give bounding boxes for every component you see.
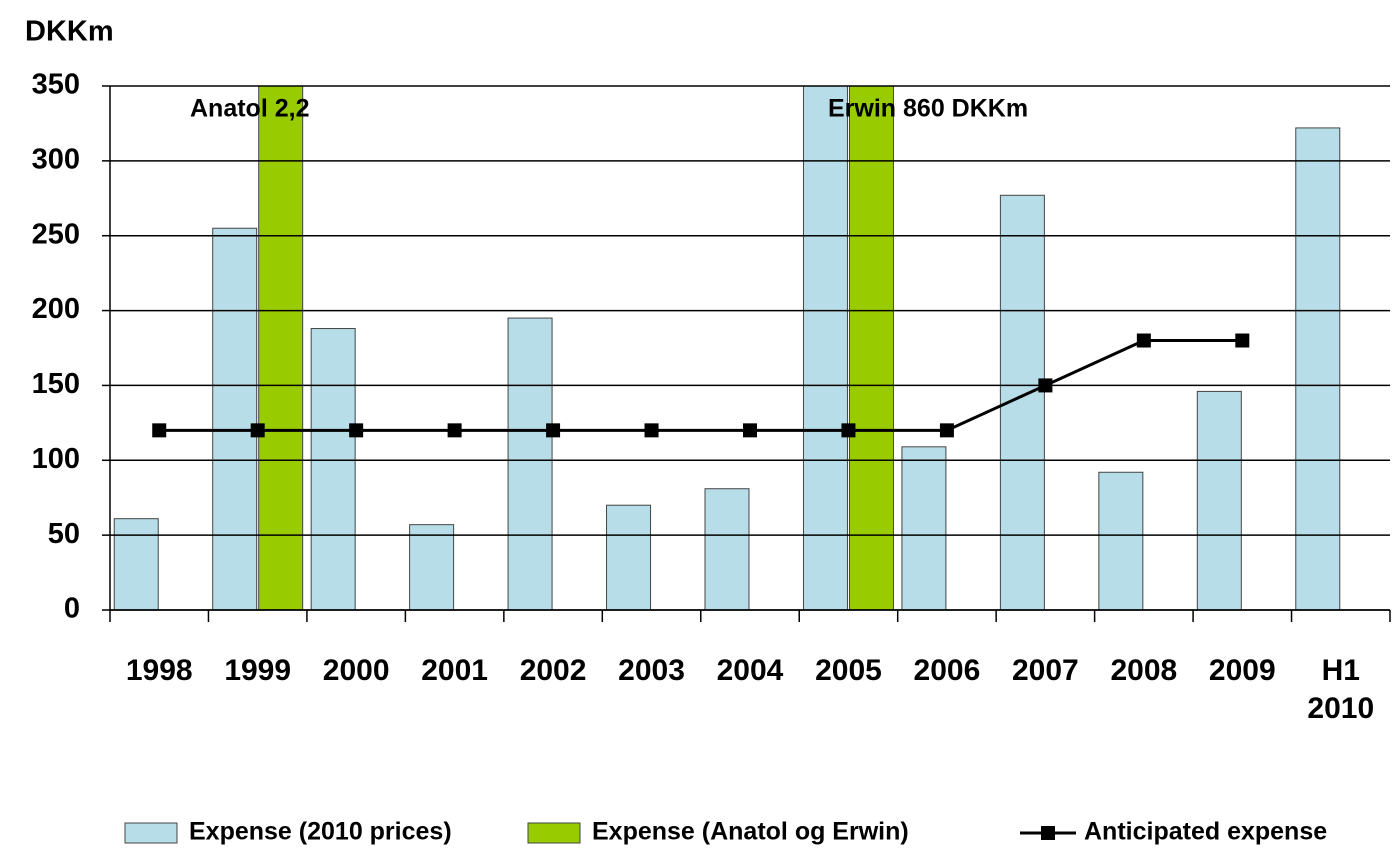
line-marker [743, 423, 757, 438]
bar [409, 524, 455, 610]
y-tick-label: 150 [32, 368, 80, 400]
line-marker [1235, 333, 1250, 348]
bar [606, 504, 652, 610]
bar [1098, 471, 1144, 610]
line-marker [250, 423, 265, 438]
legend-swatch [124, 822, 178, 844]
annotation: Erwin 860 DKKm [828, 95, 1028, 123]
bar [848, 86, 894, 610]
bar [901, 446, 947, 610]
line-marker [349, 423, 364, 438]
y-tick-label: 50 [48, 518, 80, 550]
x-tick-label: 2008 [1110, 654, 1178, 687]
x-tick-label: 2001 [421, 654, 488, 687]
x-tick-label: 2004 [716, 654, 784, 687]
bar [258, 86, 304, 610]
line [159, 339, 1243, 432]
line-marker [1136, 333, 1151, 348]
line-marker [644, 423, 659, 438]
line-marker [546, 423, 561, 438]
y-tick-label: 100 [32, 443, 80, 475]
y-tick-label: 350 [32, 69, 80, 101]
annotation: Anatol 2,2 [190, 95, 309, 123]
line-marker [1038, 378, 1053, 393]
legend-label: Anticipated expense [1084, 818, 1327, 846]
x-tick-label: 2003 [618, 654, 685, 687]
line-marker [939, 423, 954, 438]
bar [113, 518, 159, 610]
plot-area [113, 86, 1341, 610]
bar [1196, 390, 1242, 610]
line-marker [841, 423, 856, 438]
y-tick-label: 250 [32, 218, 80, 250]
legend-label: Expense (Anatol og Erwin) [592, 818, 909, 846]
x-tick-label: 2000 [322, 654, 390, 687]
x-tick-label: 1999 [224, 654, 292, 687]
bar [212, 227, 258, 610]
bar [704, 488, 750, 610]
x-tick-label: 2006 [913, 654, 981, 687]
x-tick-label: 2005 [815, 654, 882, 687]
legend-swatch [527, 822, 581, 844]
y-tick-label: 0 [64, 593, 80, 625]
x-tick-label: 2009 [1208, 654, 1276, 687]
bar [507, 317, 553, 610]
y-tick-label: 200 [32, 293, 80, 325]
y-axis-label: DKKm [25, 16, 114, 48]
x-tick-label: 2007 [1012, 654, 1079, 687]
line-marker [447, 423, 462, 438]
x-tick-label: 2002 [519, 654, 587, 687]
line-marker [152, 423, 167, 438]
bar [802, 86, 848, 610]
legend-swatch [1041, 826, 1055, 840]
legend-label: Expense (2010 prices) [189, 818, 452, 846]
bar [310, 328, 356, 610]
x-tick-label: 1998 [125, 654, 193, 687]
x-tick-label: H1 2010 [1307, 654, 1375, 725]
y-tick-label: 300 [32, 144, 80, 176]
bar [1295, 127, 1341, 610]
